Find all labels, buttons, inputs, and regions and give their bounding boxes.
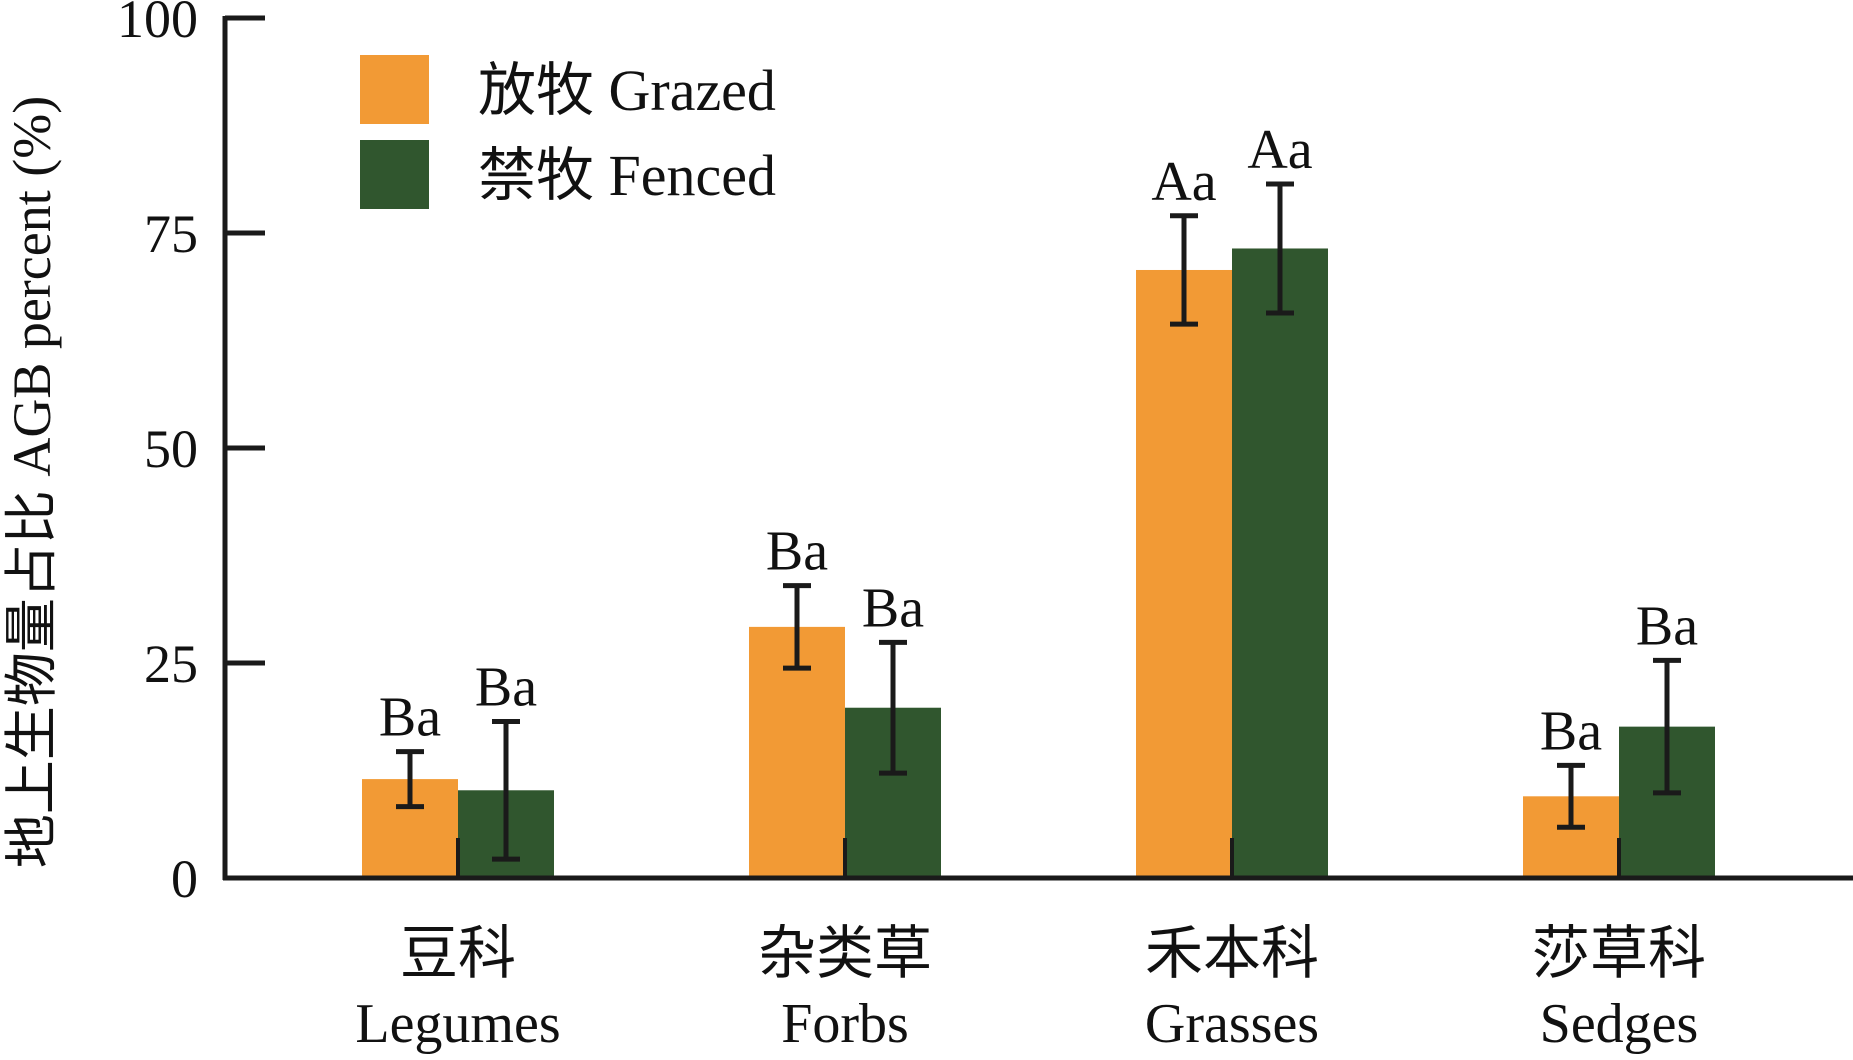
category-label-en: Legumes <box>355 993 560 1055</box>
legend-swatch-grazed <box>360 55 429 124</box>
axes-layer: 0 25 50 75 100 豆科 Legumes 杂类草 Forbs 禾本科 Grasses 莎草科… <box>117 0 1853 1055</box>
significance-labels-layer: Ba Ba Aa Ba Ba Ba Aa Ba <box>379 119 1698 762</box>
legend-swatch-fenced <box>360 140 429 209</box>
legend-label-fenced: 禁牧 Fenced <box>478 143 776 208</box>
legend-label-grazed: 放牧 Grazed <box>478 58 776 123</box>
error-bar-grazed-1 <box>783 583 811 671</box>
category-label-cn: 豆科 <box>400 921 516 986</box>
category-label-cn: 禾本科 <box>1145 921 1319 986</box>
error-bar-fenced-0 <box>492 718 520 862</box>
bar-fenced-2 <box>1232 248 1328 879</box>
category-label-cn: 莎草科 <box>1532 921 1706 986</box>
significance-label: Ba <box>379 687 441 749</box>
error-bar-grazed-2 <box>1170 213 1198 327</box>
y-tick-label: 75 <box>144 204 198 264</box>
significance-label: Ba <box>475 656 537 718</box>
category-label-en: Forbs <box>781 993 909 1055</box>
significance-label: Aa <box>1151 151 1216 213</box>
legend: 放牧 Grazed 禁牧 Fenced <box>360 55 776 209</box>
category-label-cn: 杂类草 <box>758 921 932 986</box>
category-label-en: Grasses <box>1145 993 1319 1055</box>
y-axis-label: 地上生物量占比 AGB percent (%) <box>2 96 62 868</box>
y-tick-label: 0 <box>171 849 198 909</box>
y-tick-label: 100 <box>117 0 198 49</box>
category-label-en: Sedges <box>1540 993 1699 1055</box>
significance-label: Ba <box>862 577 924 639</box>
error-bar-fenced-3 <box>1653 657 1681 796</box>
significance-label: Ba <box>766 521 828 583</box>
significance-label: Ba <box>1636 595 1698 657</box>
bars-layer <box>362 248 1715 879</box>
bar-grazed-2 <box>1136 269 1232 879</box>
error-bar-fenced-1 <box>879 639 907 776</box>
significance-label: Ba <box>1540 700 1602 762</box>
significance-label: Aa <box>1247 119 1312 181</box>
error-bar-fenced-2 <box>1266 181 1294 316</box>
y-tick-label: 50 <box>144 419 198 479</box>
error-bar-grazed-0 <box>396 749 424 810</box>
y-tick-label: 25 <box>144 634 198 694</box>
error-bars-layer <box>396 181 1681 862</box>
error-bar-grazed-3 <box>1557 762 1585 830</box>
